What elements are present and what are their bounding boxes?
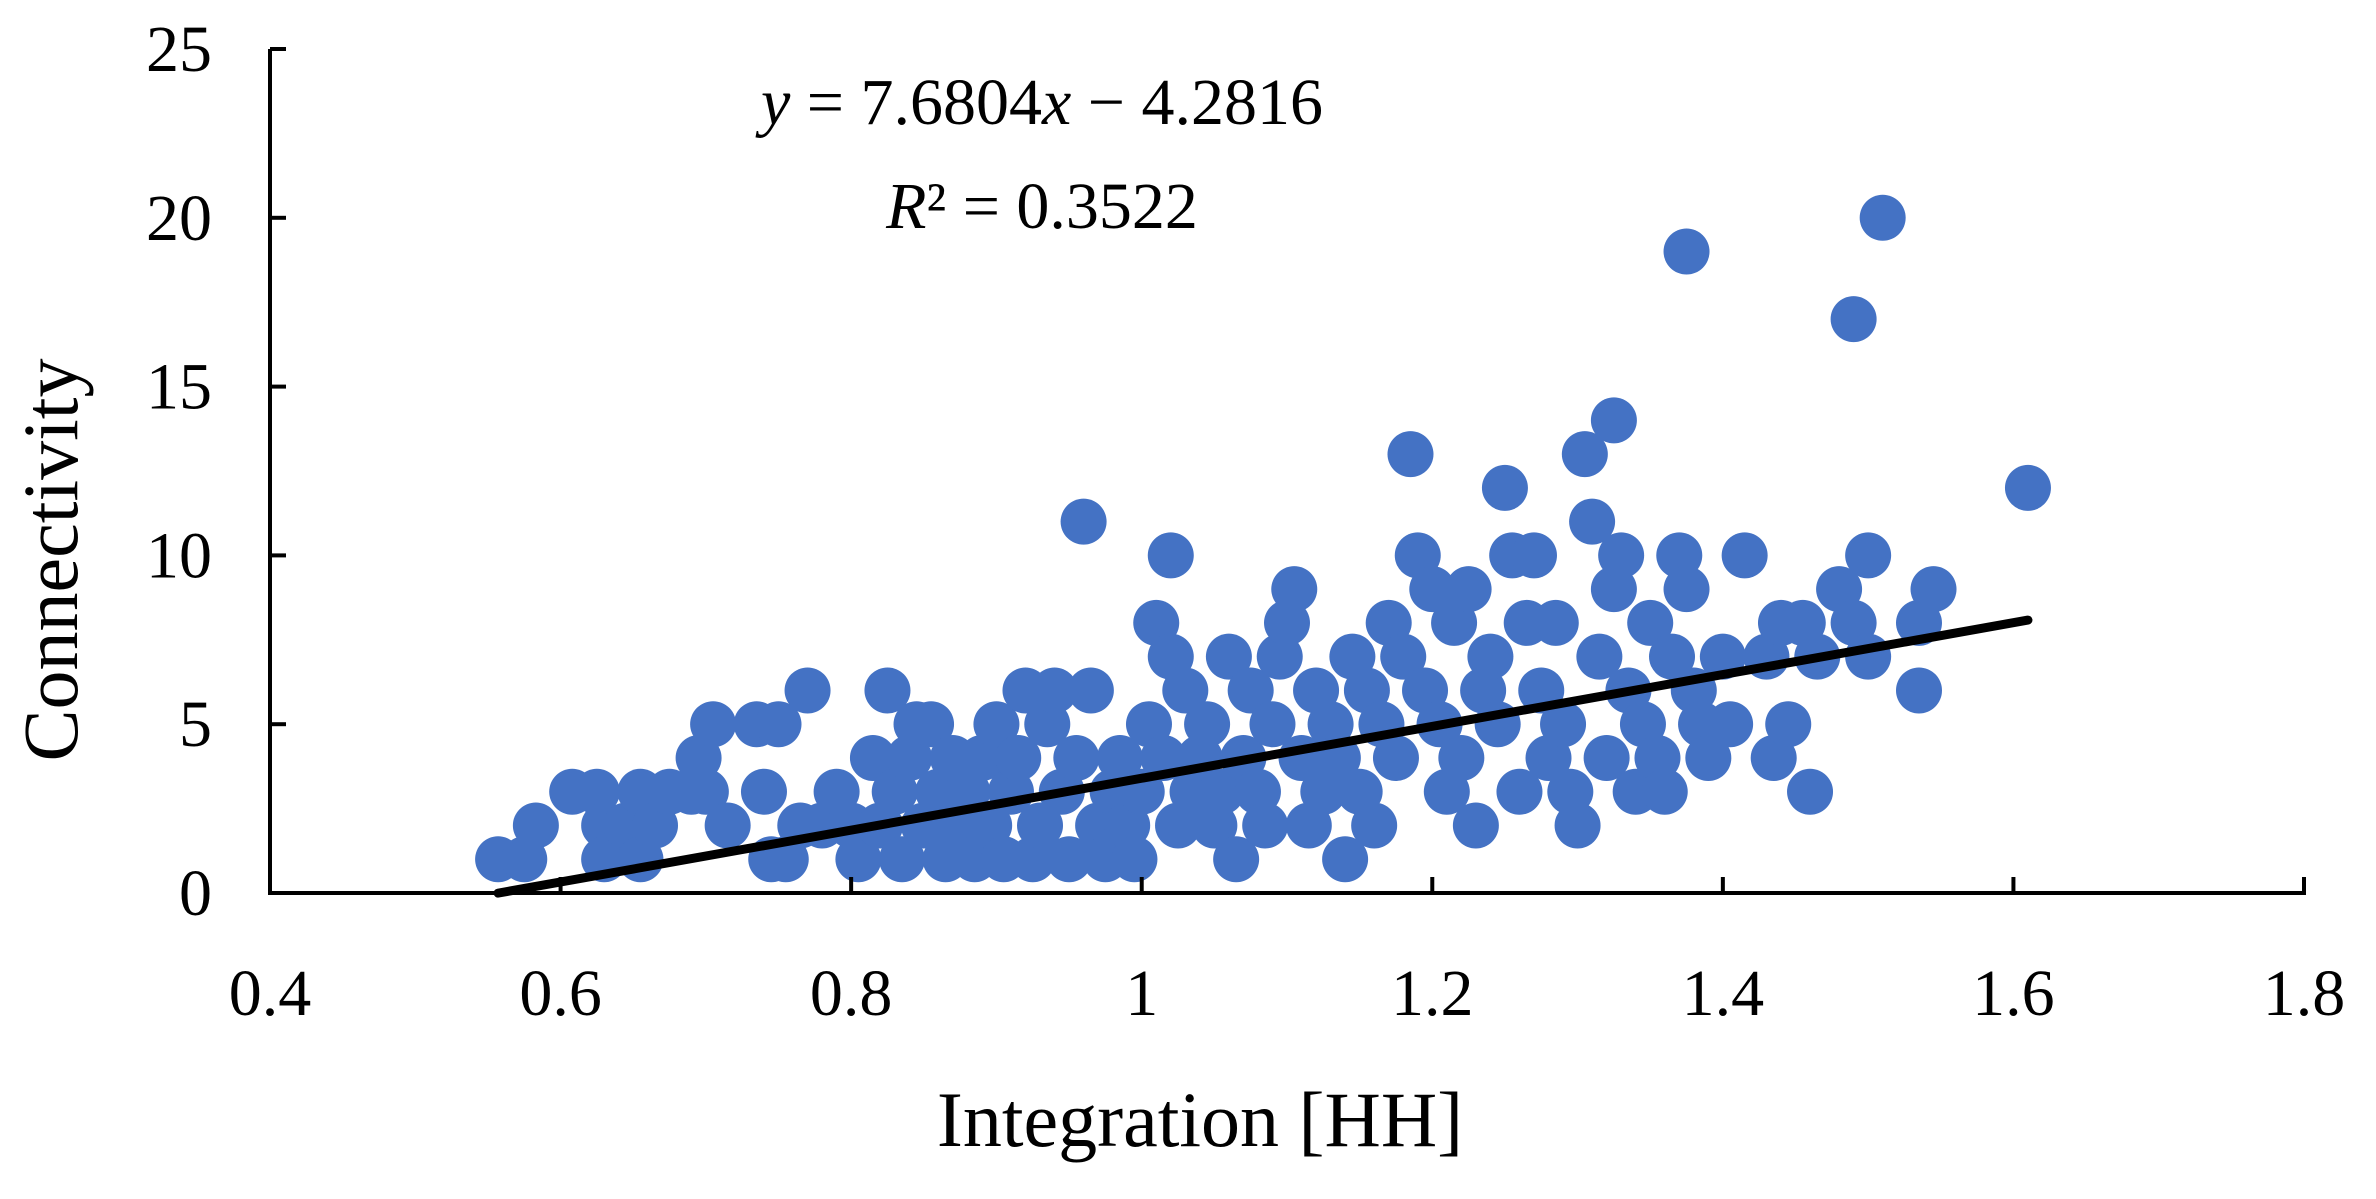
data-point bbox=[835, 836, 882, 883]
data-point bbox=[1554, 802, 1601, 849]
data-point bbox=[1532, 599, 1579, 646]
data-point bbox=[1583, 734, 1630, 781]
data-point bbox=[1031, 667, 1078, 714]
data-point bbox=[1380, 633, 1427, 680]
trendline-layer bbox=[493, 615, 2033, 898]
data-point bbox=[1452, 802, 1499, 849]
data-point bbox=[704, 802, 751, 849]
data-point bbox=[1598, 532, 1645, 579]
data-point bbox=[1576, 633, 1623, 680]
x-tick-label: 1.2 bbox=[1391, 957, 1474, 1030]
data-point bbox=[682, 768, 729, 815]
data-point bbox=[878, 836, 925, 883]
data-point bbox=[1111, 836, 1158, 883]
data-point bbox=[1590, 397, 1637, 444]
data-point bbox=[1205, 633, 1252, 680]
data-point bbox=[1409, 566, 1456, 613]
data-point bbox=[995, 734, 1042, 781]
x-tick-label: 1.8 bbox=[2263, 957, 2346, 1030]
x-tick-label: 1 bbox=[1125, 957, 1158, 1030]
data-point bbox=[1242, 802, 1289, 849]
data-point bbox=[1096, 734, 1143, 781]
x-axis-title: Integration [HH] bbox=[937, 1076, 1463, 1163]
data-point bbox=[1910, 566, 1957, 613]
data-point bbox=[1830, 296, 1877, 343]
y-tick-label: 5 bbox=[179, 688, 212, 761]
x-tick-label: 1.6 bbox=[1972, 957, 2055, 1030]
data-point bbox=[1227, 667, 1274, 714]
data-point bbox=[1641, 768, 1688, 815]
data-point bbox=[1162, 667, 1209, 714]
data-point bbox=[784, 667, 831, 714]
data-point bbox=[1663, 228, 1710, 275]
data-point bbox=[1627, 599, 1674, 646]
x-tick-label: 1.4 bbox=[1682, 957, 1765, 1030]
y-tick-label: 10 bbox=[146, 519, 212, 592]
x-tick-label: 0.8 bbox=[810, 957, 893, 1030]
data-point bbox=[1017, 802, 1064, 849]
data-point bbox=[2004, 464, 2051, 511]
data-point bbox=[1845, 532, 1892, 579]
data-point bbox=[1540, 701, 1587, 748]
data-point bbox=[1569, 498, 1616, 545]
data-point bbox=[1721, 532, 1768, 579]
data-point bbox=[1685, 734, 1732, 781]
y-axis-title: Connectivity bbox=[7, 359, 94, 762]
data-point bbox=[1067, 667, 1114, 714]
data-point bbox=[1663, 566, 1710, 613]
trendline-equation: y = 7.6804x − 4.2816 bbox=[755, 66, 1323, 139]
data-point bbox=[690, 701, 737, 748]
data-point bbox=[740, 768, 787, 815]
data-point bbox=[973, 701, 1020, 748]
y-tick-label: 25 bbox=[146, 13, 212, 86]
data-point bbox=[1184, 701, 1231, 748]
data-point bbox=[755, 701, 802, 748]
axes-layer: 0.4 0.6 0.8 1 1.2 1.4 1.6 1.8 0 5 10 15 20 25 bbox=[146, 13, 2345, 1030]
y-tick-label: 0 bbox=[179, 857, 212, 930]
data-point bbox=[1060, 498, 1107, 545]
data-point bbox=[849, 734, 896, 781]
data-point bbox=[1561, 431, 1608, 478]
data-point bbox=[1649, 633, 1696, 680]
data-point bbox=[864, 667, 911, 714]
data-point bbox=[1322, 836, 1369, 883]
data-point bbox=[1213, 836, 1260, 883]
trendline-r-squared: R² = 0.3522 bbox=[885, 170, 1198, 243]
y-tick-label: 15 bbox=[146, 351, 212, 424]
y-tick-label: 20 bbox=[146, 182, 212, 255]
data-point bbox=[1053, 734, 1100, 781]
data-point bbox=[1765, 701, 1812, 748]
data-point bbox=[1707, 701, 1754, 748]
data-point bbox=[1859, 194, 1906, 241]
data-point bbox=[1372, 734, 1419, 781]
data-point bbox=[1438, 734, 1485, 781]
data-point bbox=[1445, 566, 1492, 613]
data-point bbox=[512, 802, 559, 849]
x-tick-label: 0.6 bbox=[519, 957, 602, 1030]
data-point bbox=[1271, 566, 1318, 613]
data-point bbox=[1351, 802, 1398, 849]
data-point bbox=[1046, 836, 1093, 883]
data-points-layer bbox=[475, 194, 2051, 883]
data-point bbox=[1787, 768, 1834, 815]
trendline bbox=[493, 615, 2033, 898]
data-point bbox=[1895, 667, 1942, 714]
x-tick-label: 0.4 bbox=[229, 957, 312, 1030]
data-point bbox=[1481, 464, 1528, 511]
data-point bbox=[1467, 633, 1514, 680]
data-point bbox=[1510, 532, 1557, 579]
data-point bbox=[1147, 532, 1194, 579]
data-point bbox=[908, 701, 955, 748]
data-point bbox=[1249, 701, 1296, 748]
data-point bbox=[1496, 768, 1543, 815]
data-point bbox=[1845, 633, 1892, 680]
data-point bbox=[1387, 431, 1434, 478]
labels-layer: Integration [HH] Connectivity y = 7.6804… bbox=[7, 66, 1463, 1163]
data-point bbox=[1198, 768, 1245, 815]
